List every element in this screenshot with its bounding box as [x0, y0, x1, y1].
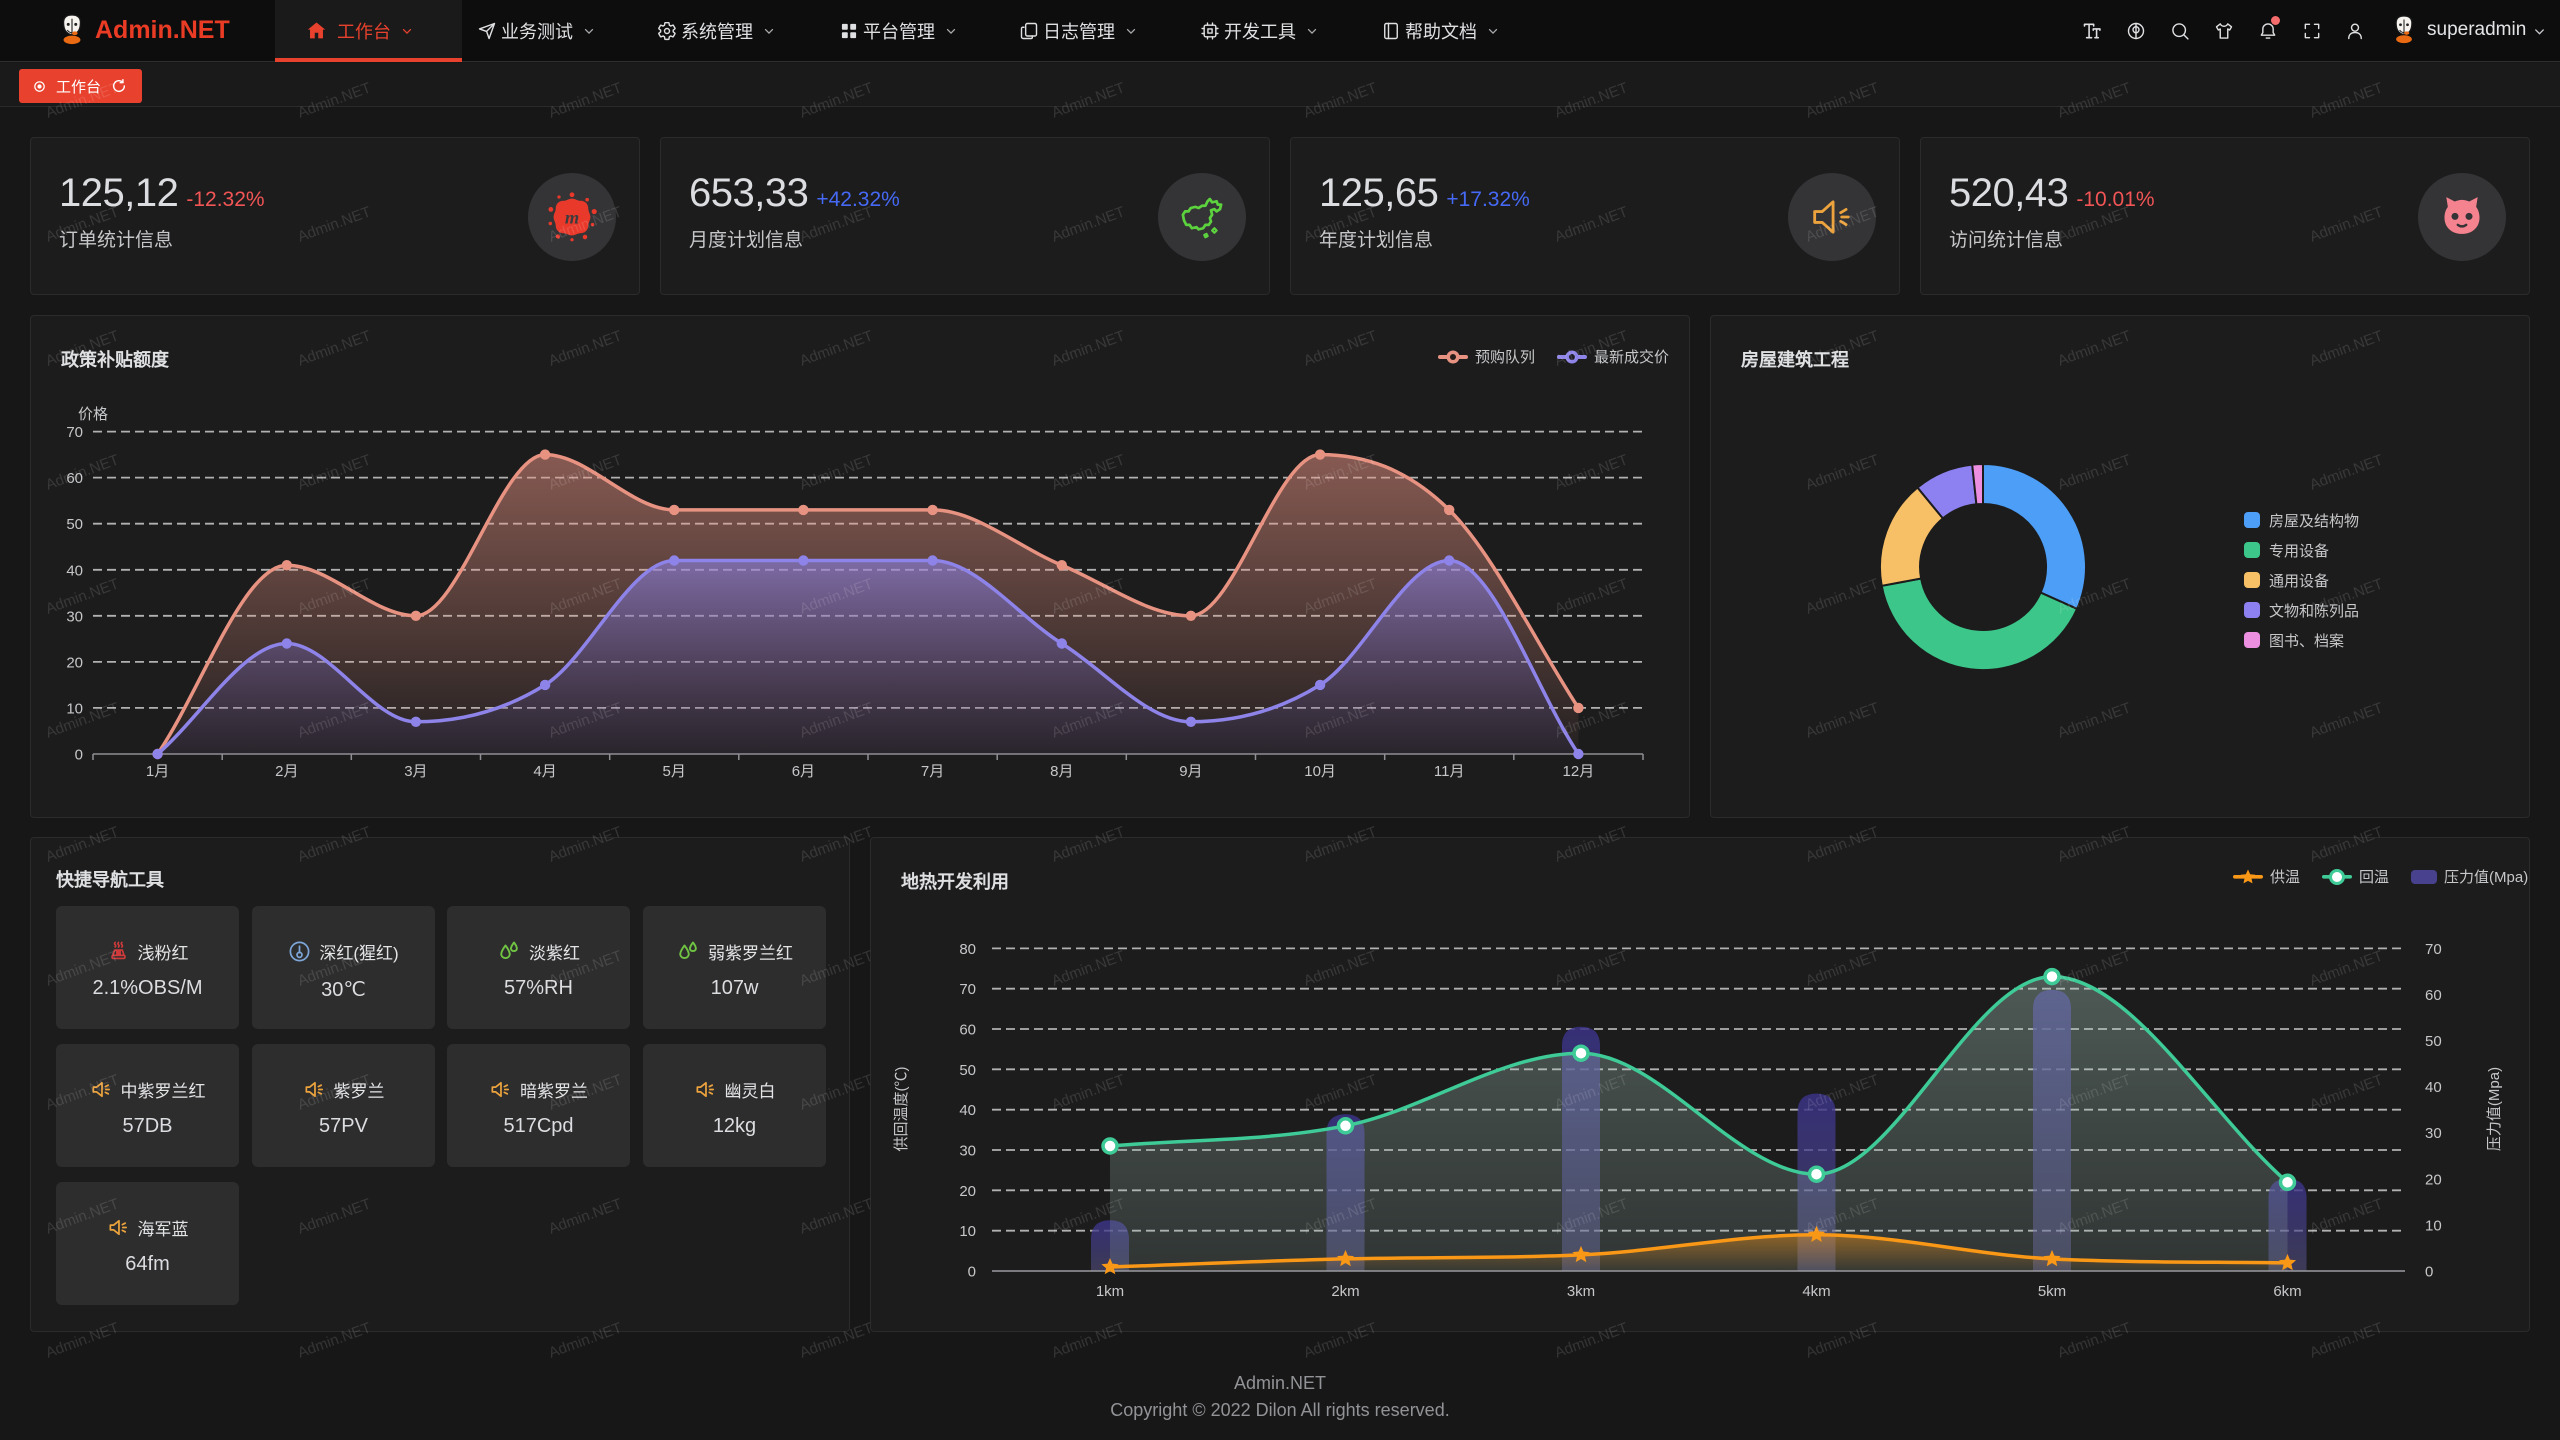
- svg-text:10月: 10月: [1304, 763, 1336, 780]
- svg-text:压力值(Mpa): 压力值(Mpa): [2486, 1067, 2503, 1151]
- svg-text:60: 60: [2425, 987, 2442, 1004]
- svg-text:6km: 6km: [2273, 1283, 2301, 1300]
- svg-text:5月: 5月: [663, 763, 686, 780]
- svg-text:6月: 6月: [792, 763, 815, 780]
- svg-text:0: 0: [2425, 1264, 2433, 1281]
- svg-text:0: 0: [75, 747, 83, 764]
- svg-text:40: 40: [959, 1102, 976, 1119]
- svg-text:10: 10: [2425, 1217, 2442, 1234]
- svg-text:60: 60: [66, 470, 83, 487]
- svg-text:20: 20: [66, 654, 83, 671]
- svg-text:m: m: [565, 208, 579, 228]
- svg-text:20: 20: [2425, 1171, 2442, 1188]
- svg-text:4月: 4月: [533, 763, 556, 780]
- svg-text:3km: 3km: [1567, 1283, 1595, 1300]
- svg-text:价格: 价格: [78, 406, 108, 423]
- svg-text:60: 60: [959, 1022, 976, 1039]
- svg-text:20: 20: [959, 1183, 976, 1200]
- svg-text:50: 50: [959, 1062, 976, 1079]
- svg-text:50: 50: [2425, 1033, 2442, 1050]
- svg-text:70: 70: [2425, 941, 2442, 958]
- svg-text:50: 50: [66, 516, 83, 533]
- svg-text:70: 70: [66, 424, 83, 441]
- svg-text:30: 30: [959, 1143, 976, 1160]
- svg-text:5km: 5km: [2038, 1283, 2066, 1300]
- svg-text:12月: 12月: [1563, 763, 1595, 780]
- svg-text:8月: 8月: [1050, 763, 1073, 780]
- svg-text:40: 40: [66, 562, 83, 579]
- svg-text:2km: 2km: [1331, 1283, 1359, 1300]
- svg-text:供回温度(℃): 供回温度(℃): [893, 1067, 910, 1152]
- svg-text:80: 80: [959, 941, 976, 958]
- svg-text:30: 30: [2425, 1125, 2442, 1142]
- svg-text:10: 10: [959, 1223, 976, 1240]
- svg-text:30: 30: [66, 608, 83, 625]
- svg-text:70: 70: [959, 981, 976, 998]
- svg-text:11月: 11月: [1434, 763, 1465, 780]
- svg-text:0: 0: [968, 1264, 976, 1281]
- svg-text:40: 40: [2425, 1079, 2442, 1096]
- svg-text:4km: 4km: [1802, 1283, 1830, 1300]
- svg-text:1km: 1km: [1096, 1283, 1124, 1300]
- svg-text:10: 10: [66, 700, 83, 717]
- svg-text:2月: 2月: [275, 763, 298, 780]
- svg-text:3月: 3月: [404, 763, 427, 780]
- svg-text:1月: 1月: [146, 763, 169, 780]
- svg-text:7月: 7月: [921, 763, 944, 780]
- svg-text:9月: 9月: [1179, 763, 1202, 780]
